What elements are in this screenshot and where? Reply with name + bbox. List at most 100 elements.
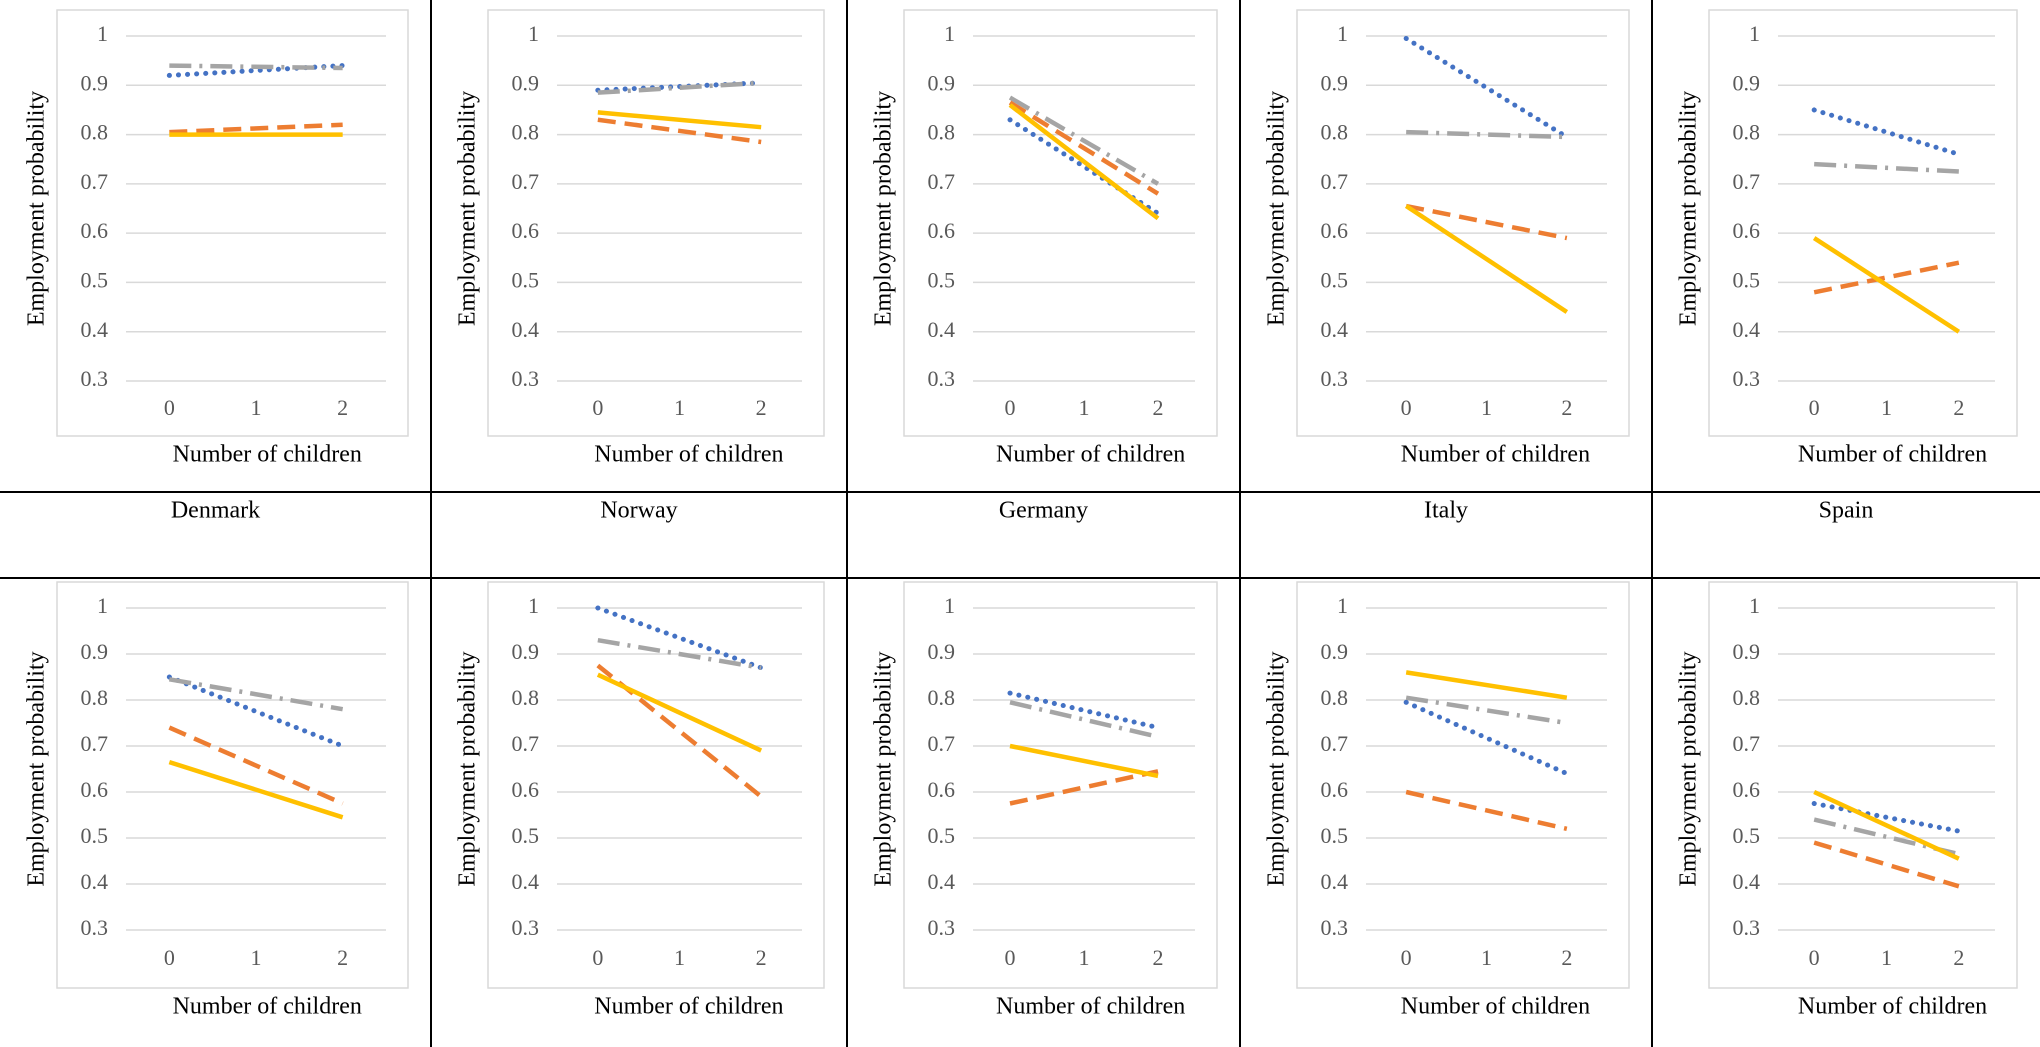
series-line [1405,789,1568,831]
x-tick-label: 1 [674,945,685,970]
series-line [1404,204,1569,314]
y-tick-label: 0.8 [512,685,540,710]
x-axis-label: Number of children [1798,442,1987,468]
y-tick-label: 0.5 [81,267,109,292]
series-line [168,759,344,820]
x-tick-label: 2 [1561,395,1572,420]
y-tick-label: 0.9 [512,70,540,95]
series-line [597,117,762,145]
y-tick-label: 0.6 [81,218,109,243]
y-axis-label: Employment probability [1264,651,1290,886]
y-tick-label: 0.7 [81,731,109,756]
y-tick-label: 1 [1749,593,1760,618]
plot-frame [1708,9,2018,437]
series-line [595,605,764,671]
x-tick-label: 1 [1881,395,1892,420]
series-line [1405,203,1568,241]
plot-frame [487,581,825,989]
y-tick-label: 0.4 [81,869,109,894]
series-line [597,110,762,130]
x-tick-label: 0 [1401,395,1412,420]
y-tick-label: 0.8 [81,120,109,145]
series-line [168,677,344,712]
series-line [1008,103,1160,221]
y-tick-label: 1 [1337,593,1348,618]
series-line [1811,801,1962,834]
caption: Spain [1819,498,1874,524]
y-axis-label: Employment probability [1676,91,1702,326]
x-tick-label: 0 [592,945,603,970]
caption: Germany [999,498,1088,524]
y-tick-label: 1 [97,593,108,618]
y-tick-label: 0.4 [1321,317,1349,342]
x-axis-label: Number of children [1401,994,1590,1020]
x-tick-label: 0 [1005,945,1016,970]
x-tick-label: 1 [251,945,262,970]
y-tick-label: 0.5 [512,267,540,292]
y-tick-label: 0.9 [512,639,540,664]
y-tick-label: 0.9 [928,70,956,95]
x-axis-label: Number of children [1798,994,1987,1020]
x-tick-label: 1 [251,395,262,420]
y-tick-label: 0.7 [81,169,109,194]
series-line [1405,695,1568,726]
y-tick-label: 0.9 [81,639,109,664]
y-tick-label: 0.3 [81,366,109,391]
y-tick-label: 1 [944,21,955,46]
series-line [1009,700,1159,739]
x-axis-label: Number of children [1401,442,1590,468]
y-tick-label: 0.5 [81,823,109,848]
x-tick-label: 0 [1809,945,1820,970]
y-tick-label: 0.3 [512,366,540,391]
y-axis-label: Employment probability [24,91,50,326]
y-tick-label: 0.7 [1321,169,1349,194]
y-tick-label: 0.9 [1321,70,1349,95]
x-axis-label: Number of children [996,442,1185,468]
series-line [1813,840,1960,889]
y-tick-label: 0.7 [512,731,540,756]
plot-frame [903,9,1218,437]
y-axis-label: Employment probability [1676,651,1702,886]
y-tick-label: 0.4 [81,317,109,342]
x-axis-label: Number of children [996,994,1185,1020]
series-line [169,122,343,135]
plot-frame [1296,581,1630,989]
y-tick-label: 0.4 [928,869,956,894]
y-tick-label: 0.9 [1733,70,1761,95]
y-tick-label: 0.3 [928,915,956,940]
series-line [1008,100,1160,196]
x-tick-label: 2 [1953,945,1964,970]
y-tick-label: 1 [97,21,108,46]
x-tick-label: 1 [1481,395,1492,420]
y-tick-label: 0.6 [928,777,956,802]
y-tick-label: 0.8 [928,120,956,145]
y-axis-label: Employment probability [871,651,897,886]
y-tick-label: 0.4 [1321,869,1349,894]
y-tick-label: 0.3 [1733,366,1761,391]
y-axis-label: Employment probability [455,91,481,326]
series-line [1008,95,1160,186]
x-tick-label: 2 [1561,945,1572,970]
y-tick-label: 0.6 [928,218,956,243]
series-line [597,637,762,671]
y-tick-label: 0.7 [928,169,956,194]
x-axis-label: Number of children [594,994,783,1020]
x-tick-label: 0 [164,395,175,420]
y-tick-label: 0.8 [1733,685,1761,710]
x-tick-label: 1 [1481,945,1492,970]
series-line [166,674,346,749]
y-tick-label: 0.6 [1321,777,1349,802]
y-tick-label: 0.7 [928,731,956,756]
y-tick-label: 0.8 [1321,685,1349,710]
y-tick-label: 0.3 [1321,366,1349,391]
series-line [1403,699,1570,777]
y-tick-label: 1 [1749,21,1760,46]
y-tick-label: 0.3 [928,366,956,391]
y-tick-label: 0.4 [1733,869,1761,894]
x-tick-label: 2 [337,945,348,970]
x-tick-label: 0 [1401,945,1412,970]
y-tick-label: 0.8 [81,685,109,710]
x-axis-label: Number of children [173,994,362,1020]
